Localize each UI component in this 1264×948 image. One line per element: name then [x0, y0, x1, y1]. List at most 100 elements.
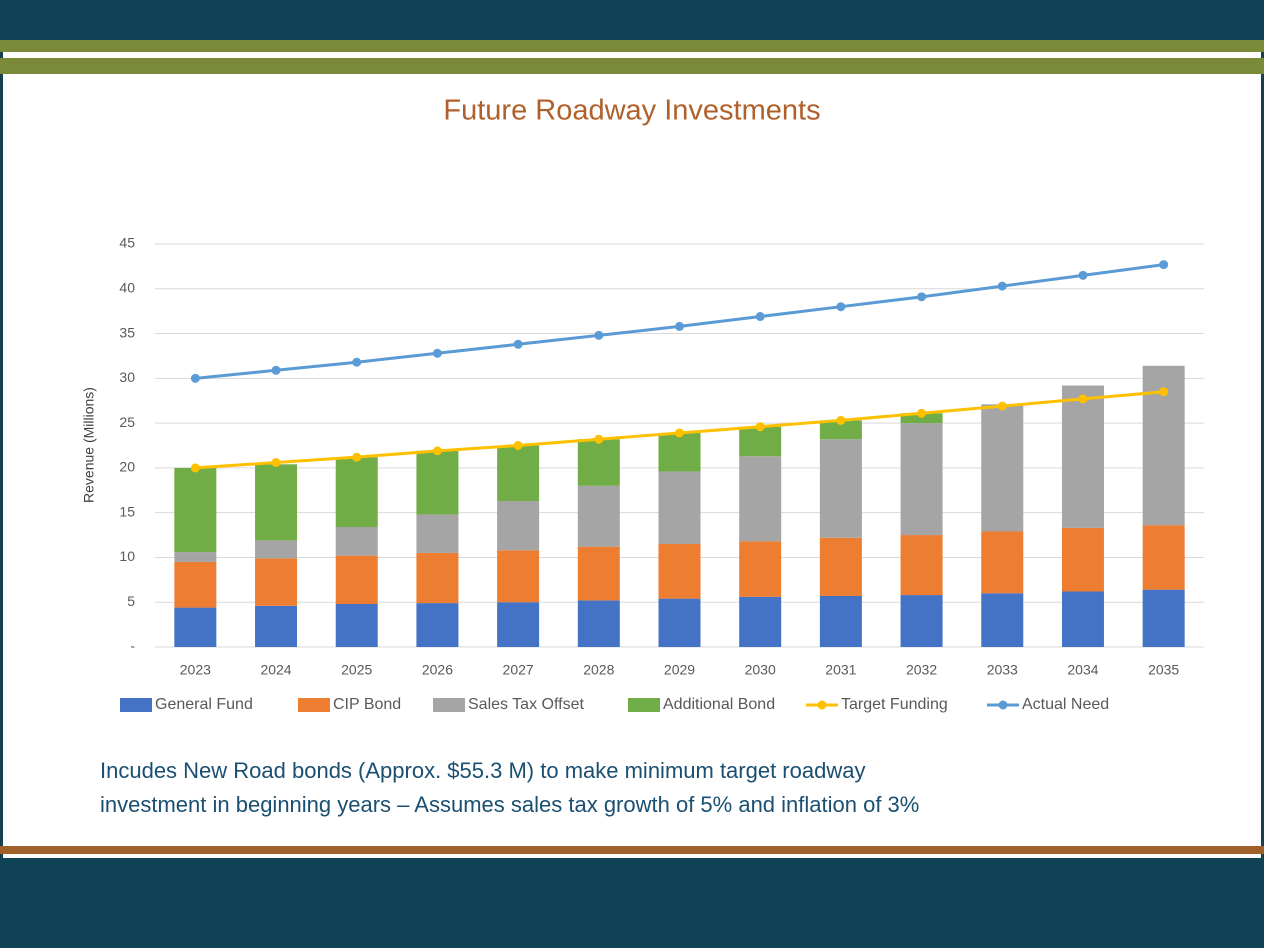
bar-segment — [739, 456, 782, 542]
bar-segment — [1142, 589, 1185, 647]
bar-segment — [577, 439, 620, 486]
y-tick-label: 20 — [119, 459, 135, 475]
line-marker — [1078, 270, 1088, 280]
x-tick-label: 2025 — [341, 662, 372, 678]
bar-segment — [577, 546, 620, 601]
bar-segment — [174, 607, 217, 647]
line-marker — [675, 321, 684, 331]
line-marker — [1159, 260, 1169, 270]
bar-segment — [577, 600, 620, 647]
line-marker — [432, 446, 442, 456]
bar-segment — [416, 450, 459, 515]
x-tick-label: 2035 — [1148, 662, 1179, 678]
y-tick-label: 45 — [119, 235, 135, 251]
x-tick-label: 2023 — [180, 662, 211, 678]
legend-label: Additional Bond — [663, 696, 775, 713]
bar-segment — [497, 501, 540, 551]
bar-segment — [497, 550, 540, 603]
bar-segment — [819, 595, 862, 647]
line-marker — [513, 441, 523, 450]
bar-segment — [900, 413, 943, 424]
legend-swatch — [817, 700, 827, 710]
x-tick-label: 2034 — [1067, 662, 1098, 678]
x-tick-label: 2033 — [987, 662, 1018, 678]
bottom-stripe — [0, 846, 1264, 854]
x-tick-label: 2026 — [422, 662, 453, 678]
bar-segment — [739, 596, 782, 647]
bar-segment — [739, 541, 782, 597]
line-marker — [513, 339, 523, 349]
bar-segment — [335, 457, 378, 527]
line-marker — [594, 434, 604, 444]
y-tick-label: 25 — [119, 414, 135, 430]
x-tick-label: 2029 — [664, 662, 695, 678]
legend-label: Sales Tax Offset — [468, 696, 584, 713]
bar-segment — [1142, 525, 1185, 590]
top-stripe — [0, 40, 1264, 52]
y-tick-label: 15 — [119, 503, 135, 519]
bar-segment — [174, 561, 217, 608]
top-band — [0, 0, 1264, 40]
bar-segment — [335, 604, 378, 647]
x-tick-label: 2031 — [825, 662, 856, 678]
bar-segment — [577, 485, 620, 547]
bar-segment — [658, 544, 701, 599]
line-marker — [271, 365, 281, 375]
legend-label: CIP Bond — [333, 696, 401, 713]
bar-segment — [658, 471, 701, 545]
bar-segment — [255, 558, 298, 606]
line-marker — [190, 373, 200, 383]
legend-swatch — [628, 698, 660, 712]
legend-swatch — [998, 700, 1008, 710]
bar-segment — [981, 404, 1024, 532]
caption: investment in beginning years – Assumes … — [100, 792, 919, 817]
line-marker — [755, 312, 765, 322]
bar-segment — [819, 537, 862, 596]
line-marker — [917, 408, 927, 418]
x-tick-label: 2024 — [260, 662, 291, 678]
line-marker — [432, 348, 442, 358]
bar-segment — [416, 603, 459, 647]
line-marker — [997, 281, 1007, 291]
bar-segment — [981, 593, 1024, 647]
legend-swatch — [298, 698, 330, 712]
line-marker — [755, 422, 765, 432]
y-tick-label: 10 — [119, 548, 135, 564]
bar-segment — [335, 526, 378, 556]
bar-segment — [658, 432, 701, 472]
legend-label: Target Funding — [841, 696, 948, 713]
bar-segment — [658, 598, 701, 647]
bar-segment — [497, 602, 540, 647]
line-marker — [352, 357, 362, 367]
bar-segment — [335, 555, 378, 605]
bar-segment — [416, 514, 459, 553]
legend-swatch — [433, 698, 465, 712]
bar-segment — [255, 464, 298, 541]
bar-segment — [1061, 527, 1104, 592]
top-stripe — [0, 58, 1264, 74]
y-axis-label: Revenue (Millions) — [81, 387, 97, 503]
x-tick-label: 2030 — [745, 662, 776, 678]
line-marker — [352, 452, 362, 462]
bar-segment — [1061, 591, 1104, 647]
line-marker — [1159, 387, 1169, 397]
x-tick-label: 2027 — [503, 662, 534, 678]
caption: Incudes New Road bonds (Approx. $55.3 M)… — [100, 758, 865, 783]
y-tick-label: 5 — [127, 593, 135, 609]
x-tick-label: 2028 — [583, 662, 614, 678]
bar-segment — [981, 531, 1024, 594]
line-marker — [675, 428, 684, 438]
line-marker — [836, 415, 846, 425]
bar-segment — [900, 535, 943, 596]
chart-title: Future Roadway Investments — [443, 95, 820, 127]
line-marker — [836, 302, 846, 312]
y-tick-label: 35 — [119, 324, 135, 340]
bar-segment — [174, 467, 217, 553]
legend-label: General Fund — [155, 696, 253, 713]
line-marker — [997, 401, 1007, 411]
bar-segment — [1061, 385, 1104, 528]
bar-segment — [497, 445, 540, 502]
y-tick-label: - — [130, 638, 135, 654]
bar-segment — [819, 439, 862, 538]
